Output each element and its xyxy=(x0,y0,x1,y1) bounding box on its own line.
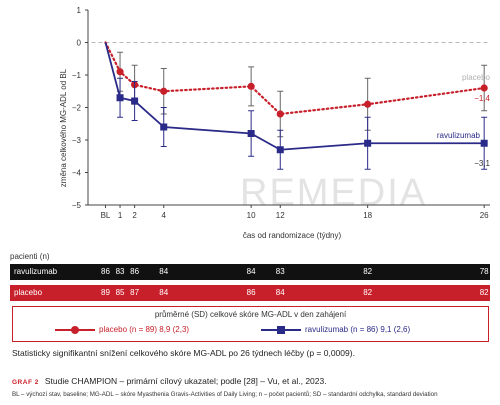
patient-count: 87 xyxy=(130,288,140,297)
y-tick-label: −5 xyxy=(72,201,82,210)
patients-row-label: placebo xyxy=(14,288,43,297)
patient-count: 84 xyxy=(159,267,169,276)
patient-count: 84 xyxy=(246,267,256,276)
end-value-placebo: −1,4 xyxy=(474,94,490,103)
data-point-ravulizumab xyxy=(160,123,168,131)
patients-row-placebo: placebo 89 85 87 84 86 84 82 82 xyxy=(10,285,490,301)
series-line-placebo xyxy=(104,41,486,116)
data-point-placebo xyxy=(116,68,124,76)
legend-label-placebo: placebo (n = 89) 8,9 (2,3) xyxy=(99,325,190,335)
patient-count: 86 xyxy=(101,267,110,276)
data-point-placebo xyxy=(364,100,372,108)
legend: průměrné (SD) celkové skóre MG-ADL v den… xyxy=(12,306,489,342)
data-point-placebo xyxy=(480,84,488,92)
patient-count: 84 xyxy=(159,288,169,297)
x-tick-label: 18 xyxy=(363,211,372,220)
watermark: REMEDIA xyxy=(240,172,427,214)
data-point-ravulizumab xyxy=(364,139,372,147)
figure-caption-text: Studie CHAMPION – primární cílový ukazat… xyxy=(44,376,327,386)
legend-title: průměrné (SD) celkové skóre MG-ADL v den… xyxy=(154,310,347,319)
patient-count: 83 xyxy=(115,267,125,276)
data-point-ravulizumab xyxy=(276,146,284,154)
legend-marker-placebo xyxy=(55,326,95,334)
y-tick-label: 1 xyxy=(77,6,82,15)
x-tick-label: 10 xyxy=(247,211,256,220)
patient-count: 82 xyxy=(363,288,373,297)
patient-count: 83 xyxy=(275,267,285,276)
y-tick-label: −3 xyxy=(72,136,82,145)
patient-count: 85 xyxy=(115,288,125,297)
x-tick-label: 26 xyxy=(480,211,489,220)
patient-count: 82 xyxy=(479,288,489,297)
x-tick-label: 4 xyxy=(162,211,167,220)
patient-count: 84 xyxy=(275,288,285,297)
patients-caption: pacienti (n) xyxy=(10,252,50,261)
x-tick-label: BL xyxy=(101,211,111,220)
y-axis-title: změna celkového MG-ADL od BL xyxy=(59,68,68,187)
figure-caption: GRAF 2 Studie CHAMPION – primární cílový … xyxy=(12,376,327,386)
end-value-ravulizumab: −3,1 xyxy=(474,159,490,168)
legend-item-ravulizumab: ravulizumab (n = 86) 9,1 (2,6) xyxy=(261,325,410,335)
data-point-placebo xyxy=(160,87,168,95)
x-axis-title: čas od randomizace (týdny) xyxy=(243,231,342,240)
y-tick-label: −2 xyxy=(72,104,82,113)
patient-count: 82 xyxy=(363,267,373,276)
y-tick-label: −4 xyxy=(72,169,82,178)
data-point-placebo xyxy=(276,110,284,118)
footnote: BL – výchozí stav, baseline; MG-ADL – sk… xyxy=(12,391,438,398)
legend-item-placebo: placebo (n = 89) 8,9 (2,3) xyxy=(55,325,189,335)
data-point-placebo xyxy=(247,82,255,90)
data-point-ravulizumab xyxy=(116,94,124,102)
patient-count: 86 xyxy=(246,288,256,297)
patient-count: 89 xyxy=(101,288,110,297)
patient-count: 86 xyxy=(130,267,140,276)
patients-row-label: ravulizumab xyxy=(14,267,58,276)
x-tick-label: 2 xyxy=(132,211,137,220)
x-tick-label: 1 xyxy=(118,211,123,220)
figure-label: GRAF 2 xyxy=(12,379,39,386)
x-tick-label: 12 xyxy=(276,211,285,220)
data-point-ravulizumab xyxy=(247,130,255,137)
patients-row-ravulizumab: ravulizumab 86 83 86 84 84 83 82 78 xyxy=(10,264,490,280)
y-tick-label: 0 xyxy=(77,39,82,48)
significance-note: Statisticky signifikantní snížení celkov… xyxy=(12,348,355,358)
y-tick-label: −1 xyxy=(72,71,82,80)
chart: REMEDIA 10−1−2−3−4−5BL 1 2 4 10 12 18 26 změna … xyxy=(59,6,491,240)
legend-marker-ravulizumab xyxy=(261,326,301,334)
series-label-placebo: placebo xyxy=(462,73,491,82)
series-label-ravulizumab: ravulizumab xyxy=(437,131,481,140)
patient-count: 78 xyxy=(479,267,489,276)
legend-label-ravulizumab: ravulizumab (n = 86) 9,1 (2,6) xyxy=(305,325,411,335)
data-point-ravulizumab xyxy=(131,97,139,105)
data-point-ravulizumab xyxy=(480,139,488,147)
